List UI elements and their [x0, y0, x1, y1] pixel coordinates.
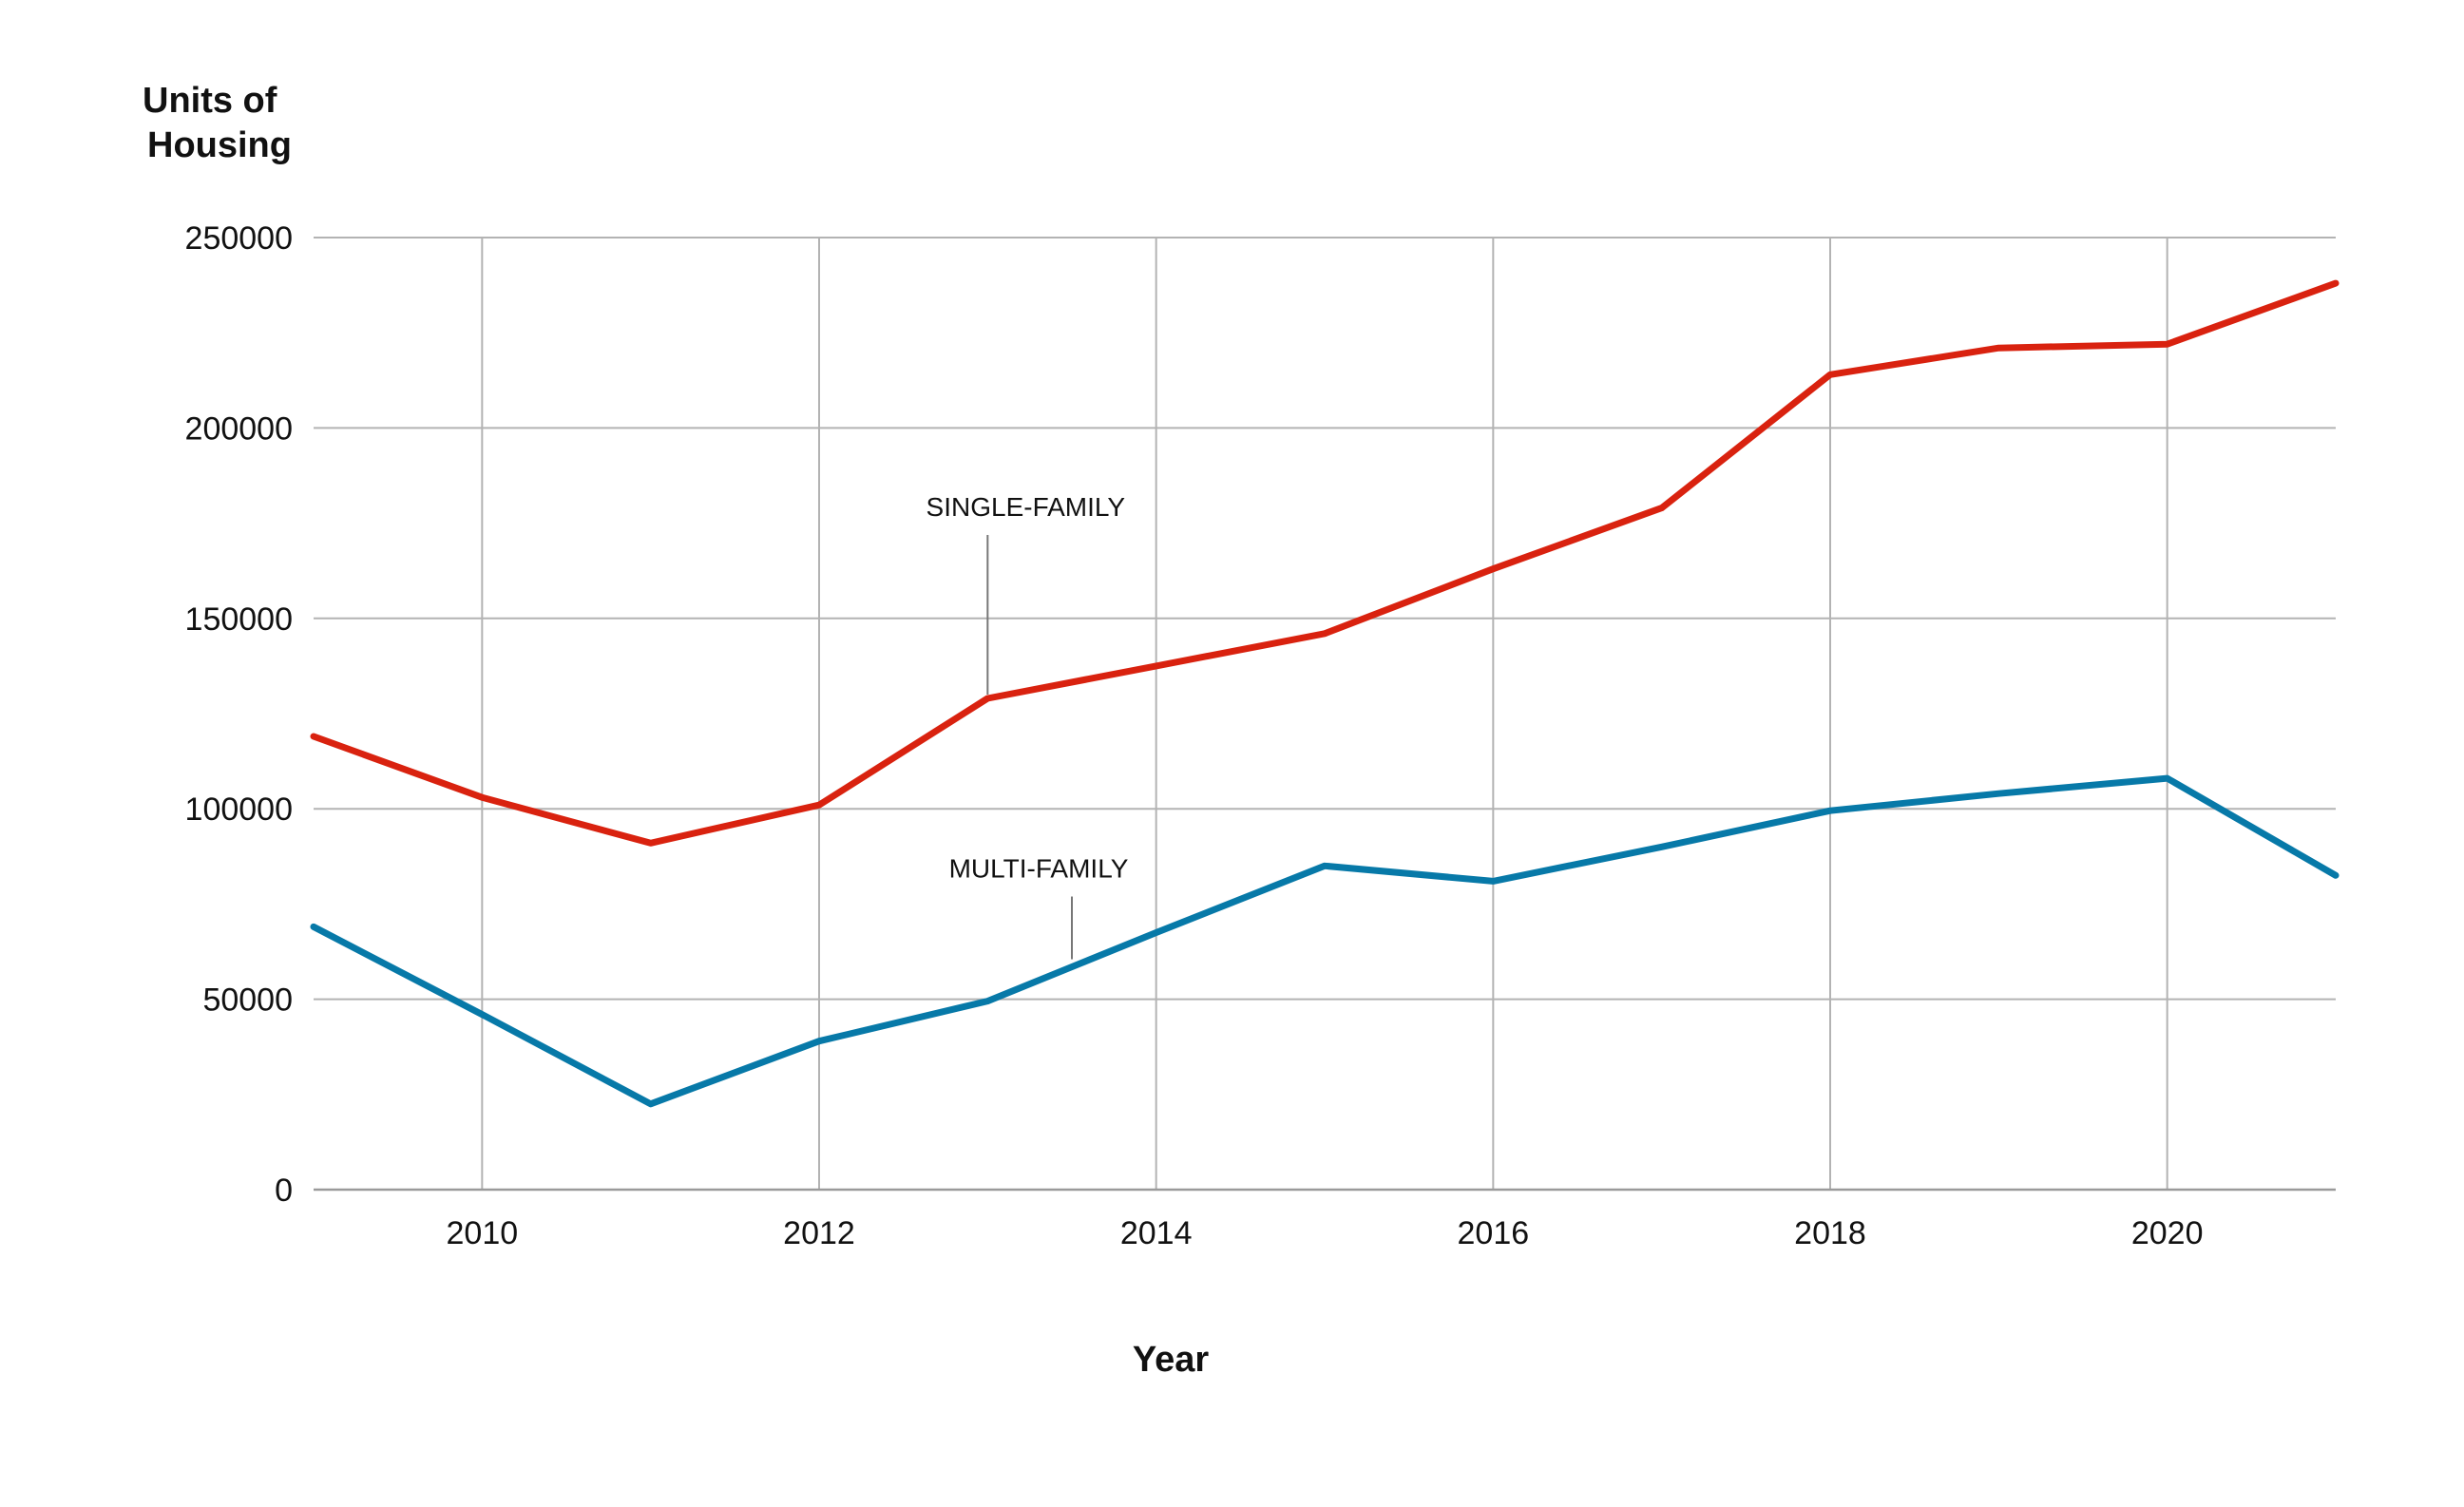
y-tick-label: 200000 — [185, 410, 293, 447]
y-tick-label: 50000 — [202, 982, 293, 1019]
series-line-single-family — [310, 279, 2340, 847]
x-tick-label: 2020 — [2131, 1215, 2204, 1251]
series-line-multi-family — [310, 774, 2340, 1108]
series-callouts: SINGLE-FAMILY MULTI-FAMILY — [926, 492, 1129, 960]
series-lines — [310, 279, 2340, 1108]
tick-labels: 0 50000 100000 150000 200000 250000 2010 2012 20… — [185, 220, 2204, 1251]
gridlines — [314, 237, 2336, 1190]
y-tick-label: 150000 — [185, 601, 293, 638]
x-tick-label: 2010 — [447, 1215, 519, 1251]
x-tick-label: 2018 — [1794, 1215, 1866, 1251]
y-axis-title-line-2: Housing — [147, 125, 292, 165]
y-tick-label: 250000 — [185, 220, 293, 257]
series-label-single-family: SINGLE-FAMILY — [926, 492, 1126, 522]
x-tick-label: 2014 — [1120, 1215, 1193, 1251]
y-axis-title-line-1: Units of — [143, 81, 277, 121]
x-tick-label: 2012 — [783, 1215, 855, 1251]
y-tick-label: 0 — [275, 1173, 293, 1209]
series-label-multi-family: MULTI-FAMILY — [949, 854, 1129, 884]
y-tick-label: 100000 — [185, 792, 293, 828]
x-axis-title: Year — [1133, 1340, 1210, 1380]
x-tick-label: 2016 — [1458, 1215, 1530, 1251]
